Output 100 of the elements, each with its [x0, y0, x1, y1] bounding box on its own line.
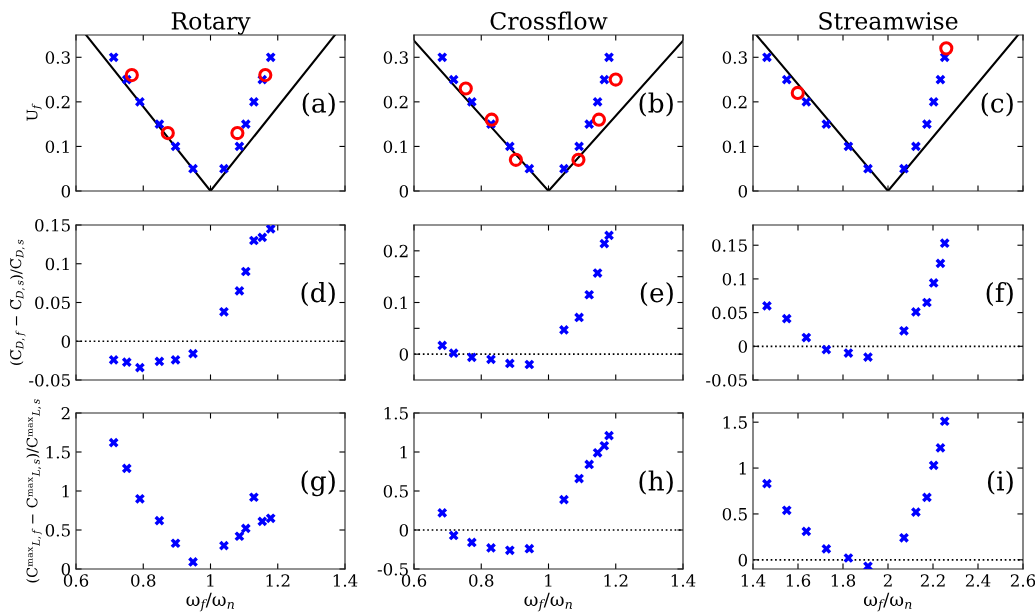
point	[592, 97, 603, 107]
point	[584, 459, 595, 470]
y-axis-title: U$_{f}$	[26, 103, 42, 121]
y-tick-label: 0.3	[722, 51, 747, 64]
point	[939, 238, 950, 249]
point	[922, 492, 932, 503]
point	[559, 163, 569, 174]
point	[604, 52, 614, 63]
point	[257, 232, 268, 243]
point	[911, 141, 921, 152]
x-tick-label: 1	[207, 574, 214, 587]
y-tick-label: 0.5	[383, 484, 408, 498]
point	[928, 97, 939, 107]
point	[922, 119, 932, 129]
x-tick-label: 0.6	[63, 574, 89, 587]
point	[599, 440, 610, 451]
point	[821, 543, 832, 554]
point	[448, 74, 459, 85]
point	[935, 258, 946, 269]
point	[821, 119, 832, 129]
point	[170, 354, 181, 365]
point	[154, 356, 165, 367]
point	[108, 354, 119, 365]
y-tick-label: 0	[61, 184, 71, 198]
point	[899, 163, 909, 174]
point	[935, 443, 946, 453]
x-tick-label: 2	[883, 574, 892, 587]
point	[843, 141, 854, 152]
point	[592, 268, 603, 278]
y-tick-label: 0	[61, 335, 71, 348]
x-tick-label: 1.2	[266, 574, 290, 587]
point	[939, 416, 950, 427]
point	[801, 526, 812, 537]
point	[257, 516, 268, 527]
point	[121, 357, 132, 368]
point	[504, 545, 515, 556]
point	[821, 344, 832, 355]
x-axis-title: ω$_{f}$/ω$_{n}$	[524, 592, 572, 612]
point	[559, 494, 569, 505]
x-tick-label: 2.6	[1010, 574, 1035, 587]
point	[843, 348, 854, 358]
y-tick-label: 1	[62, 484, 69, 498]
point	[508, 152, 523, 167]
x-tick-label: 0.8	[131, 574, 156, 587]
point	[230, 125, 245, 141]
point	[608, 72, 623, 87]
point	[154, 515, 165, 526]
point	[486, 354, 496, 365]
annotation: (f)	[986, 281, 1013, 307]
x-tick-label: 1.4	[671, 574, 696, 587]
y-tick-label: 0.3	[45, 51, 70, 64]
x-tick-label: 0.6	[401, 574, 427, 587]
x-tick-label: 2.2	[920, 574, 945, 587]
y-tick-label: 1	[400, 445, 407, 459]
y-tick-label: 0.1	[722, 272, 746, 286]
y-tick-label: 0.1	[45, 257, 69, 271]
annotation: (d)	[301, 281, 335, 307]
point	[574, 473, 584, 484]
y-tick-label: 0.2	[383, 95, 408, 109]
point	[592, 447, 603, 458]
point	[504, 358, 515, 369]
point	[899, 325, 909, 336]
annotation: (g)	[301, 470, 335, 497]
y-axis-title: (Cᵐᵃˣ$_{L,f}$ − Cᵐᵃˣ$_{L,s}$)/Cᵐᵃˣ$_{L,s}$	[26, 399, 42, 583]
y-tick-label: 0	[399, 184, 409, 198]
point	[108, 437, 119, 448]
point	[571, 152, 586, 167]
point	[604, 430, 614, 441]
annotation: (a)	[302, 92, 335, 117]
point	[240, 119, 251, 129]
annotation: (i)	[987, 470, 1013, 495]
y-tick-label: 1.5	[723, 416, 747, 429]
x-tick-label: 1.4	[333, 574, 358, 587]
point	[922, 297, 932, 308]
point	[458, 81, 473, 96]
point	[604, 230, 614, 241]
point	[559, 325, 569, 335]
point	[466, 352, 477, 363]
point	[599, 74, 610, 85]
y-tick-label: 0.1	[722, 140, 746, 153]
y-tick-label: -0.05	[706, 373, 747, 387]
point	[591, 112, 607, 127]
y-axis-title: (C̅$_{D,f}$ − C̅$_{D,s}$)/C̅$_{D,s}$	[10, 239, 26, 365]
point	[258, 68, 273, 83]
y-tick-label: 0.5	[722, 507, 747, 521]
y-tick-label: 0.15	[712, 239, 747, 252]
y-tick-label: 0	[738, 340, 748, 353]
point	[135, 362, 145, 373]
annotation: (h)	[639, 470, 673, 495]
point	[108, 52, 119, 63]
point	[188, 557, 198, 567]
x-tick-label: 1.2	[604, 574, 628, 587]
y-tick-label: 0.5	[45, 523, 70, 537]
point	[219, 163, 229, 174]
point	[801, 97, 812, 107]
point	[524, 359, 535, 370]
point	[188, 348, 198, 359]
point	[762, 52, 772, 63]
x-tick-label: 0.8	[469, 574, 494, 587]
point	[928, 460, 939, 471]
